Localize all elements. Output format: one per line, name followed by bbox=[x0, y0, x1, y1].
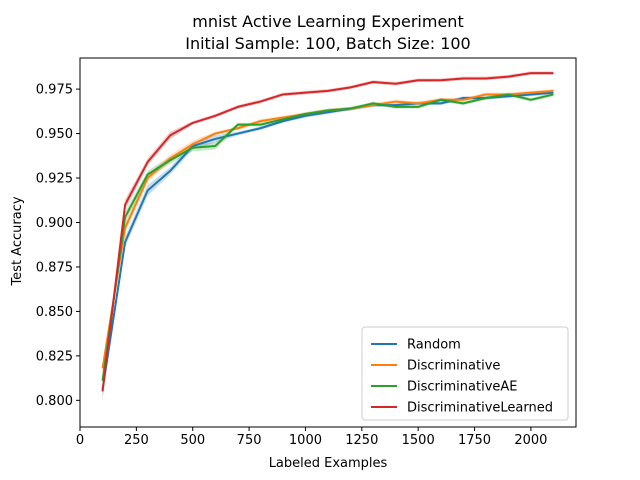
legend-label-random: Random bbox=[407, 338, 461, 353]
y-tick-label: 0.875 bbox=[36, 260, 73, 275]
y-axis-label: Test Accuracy bbox=[10, 196, 25, 286]
series-line-discriminativelearned bbox=[101, 72, 554, 392]
series-line-discriminativeae bbox=[101, 93, 554, 381]
x-tick-label: 1500 bbox=[402, 433, 435, 448]
y-tick-label: 0.900 bbox=[36, 216, 73, 231]
chart-subtitle: Initial Sample: 100, Batch Size: 100 bbox=[185, 34, 470, 53]
legend-box bbox=[361, 326, 569, 421]
chart-title: mnist Active Learning Experiment bbox=[192, 12, 463, 31]
plot-frame bbox=[79, 57, 577, 428]
y-tick-label: 0.850 bbox=[36, 305, 73, 320]
legend: Random Discriminative DiscriminativeAE Disc… bbox=[361, 326, 569, 421]
y-tick-label: 0.800 bbox=[36, 394, 73, 409]
legend-label-discriminative: Discriminative bbox=[407, 359, 500, 374]
legend-label-discriminativeae: DiscriminativeAE bbox=[407, 380, 518, 395]
y-tick-label: 0.825 bbox=[36, 349, 73, 364]
x-tick-label: 1250 bbox=[345, 433, 378, 448]
y-axis-ticks: 0.800 0.825 0.850 0.875 0.900 0.925 0.950 0.975 bbox=[36, 83, 80, 409]
x-tick-label: 1750 bbox=[458, 433, 491, 448]
y-tick-label: 0.925 bbox=[36, 172, 73, 187]
x-tick-label: 750 bbox=[237, 433, 262, 448]
x-tick-label: 2000 bbox=[514, 433, 547, 448]
x-axis-label: Labeled Examples bbox=[269, 456, 388, 471]
x-tick-label: 500 bbox=[180, 433, 205, 448]
x-axis-ticks: 0 250 500 750 1000 1250 1500 1750 2000 bbox=[76, 427, 547, 448]
x-tick-label: 0 bbox=[76, 433, 84, 448]
y-tick-label: 0.975 bbox=[36, 83, 73, 98]
series-line-random bbox=[101, 91, 554, 390]
x-tick-label: 1000 bbox=[289, 433, 322, 448]
legend-label-discriminativelearned: DiscriminativeLearned bbox=[407, 401, 553, 416]
x-tick-label: 250 bbox=[124, 433, 149, 448]
y-tick-label: 0.950 bbox=[36, 127, 73, 142]
series-lines bbox=[101, 72, 554, 392]
